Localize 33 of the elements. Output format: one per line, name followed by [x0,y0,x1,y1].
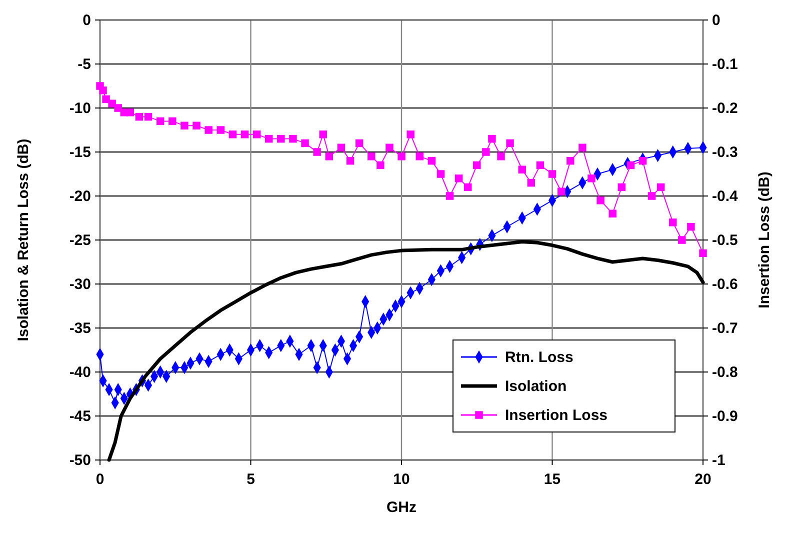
x-axis-title: GHz [386,499,416,516]
y2-tick-label: -1 [712,452,726,469]
y-tick-label: -5 [78,56,91,73]
x-tick-label: 0 [96,471,104,488]
x-tick-label: 15 [544,471,561,488]
y-tick-label: 0 [82,12,91,29]
x-tick-label: 5 [246,471,255,488]
y-axis-title: Isolation & Return Loss (dB) [15,138,32,342]
legend-label: Rtn. Loss [505,349,574,366]
y-tick-label: -45 [69,408,91,425]
y-tick-label: -20 [69,188,91,205]
y-tick-label: -30 [69,276,91,293]
y-tick-label: -40 [69,364,91,381]
y2-tick-label: -0.6 [712,276,738,293]
y2-tick-label: -0.4 [712,188,739,205]
x-tick-label: 20 [694,471,712,488]
y2-tick-label: 0 [712,12,720,29]
x-tick-label: 10 [393,471,410,488]
legend-label: Insertion Loss [505,407,608,424]
y2-tick-label: -0.9 [712,408,738,425]
y-tick-label: -25 [69,232,91,249]
y-tick-label: -15 [69,144,91,161]
y-tick-label: -10 [69,100,91,117]
y-tick-label: -50 [69,452,91,469]
y2-tick-label: -0.8 [712,364,738,381]
y2-tick-label: -0.3 [712,144,738,161]
y-tick-label: -35 [69,320,91,337]
legend-label: Isolation [505,378,567,395]
y2-axis-title: Insertion Loss (dB) [756,172,773,308]
y2-tick-label: -0.1 [712,56,738,73]
y2-tick-label: -0.5 [712,232,738,249]
y2-tick-label: -0.2 [712,100,738,117]
y2-tick-label: -0.7 [712,320,738,337]
